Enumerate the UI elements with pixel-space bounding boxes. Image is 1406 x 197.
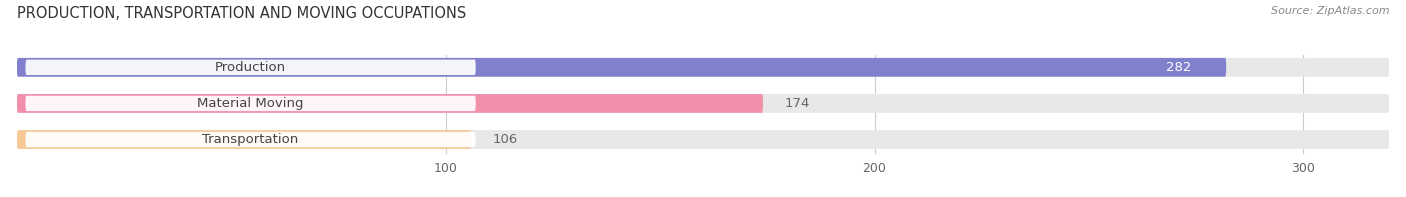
FancyBboxPatch shape: [25, 96, 475, 111]
Text: Transportation: Transportation: [202, 133, 298, 146]
FancyBboxPatch shape: [17, 94, 763, 113]
Text: Production: Production: [215, 61, 287, 74]
FancyBboxPatch shape: [17, 58, 1389, 77]
Text: 282: 282: [1167, 61, 1192, 74]
FancyBboxPatch shape: [17, 130, 1389, 149]
FancyBboxPatch shape: [17, 58, 1226, 77]
Text: PRODUCTION, TRANSPORTATION AND MOVING OCCUPATIONS: PRODUCTION, TRANSPORTATION AND MOVING OC…: [17, 6, 467, 21]
Text: 106: 106: [494, 133, 519, 146]
FancyBboxPatch shape: [25, 60, 475, 75]
FancyBboxPatch shape: [17, 130, 471, 149]
Text: Material Moving: Material Moving: [197, 97, 304, 110]
Text: 174: 174: [785, 97, 810, 110]
FancyBboxPatch shape: [17, 94, 1389, 113]
FancyBboxPatch shape: [25, 132, 475, 147]
Text: Source: ZipAtlas.com: Source: ZipAtlas.com: [1271, 6, 1389, 16]
